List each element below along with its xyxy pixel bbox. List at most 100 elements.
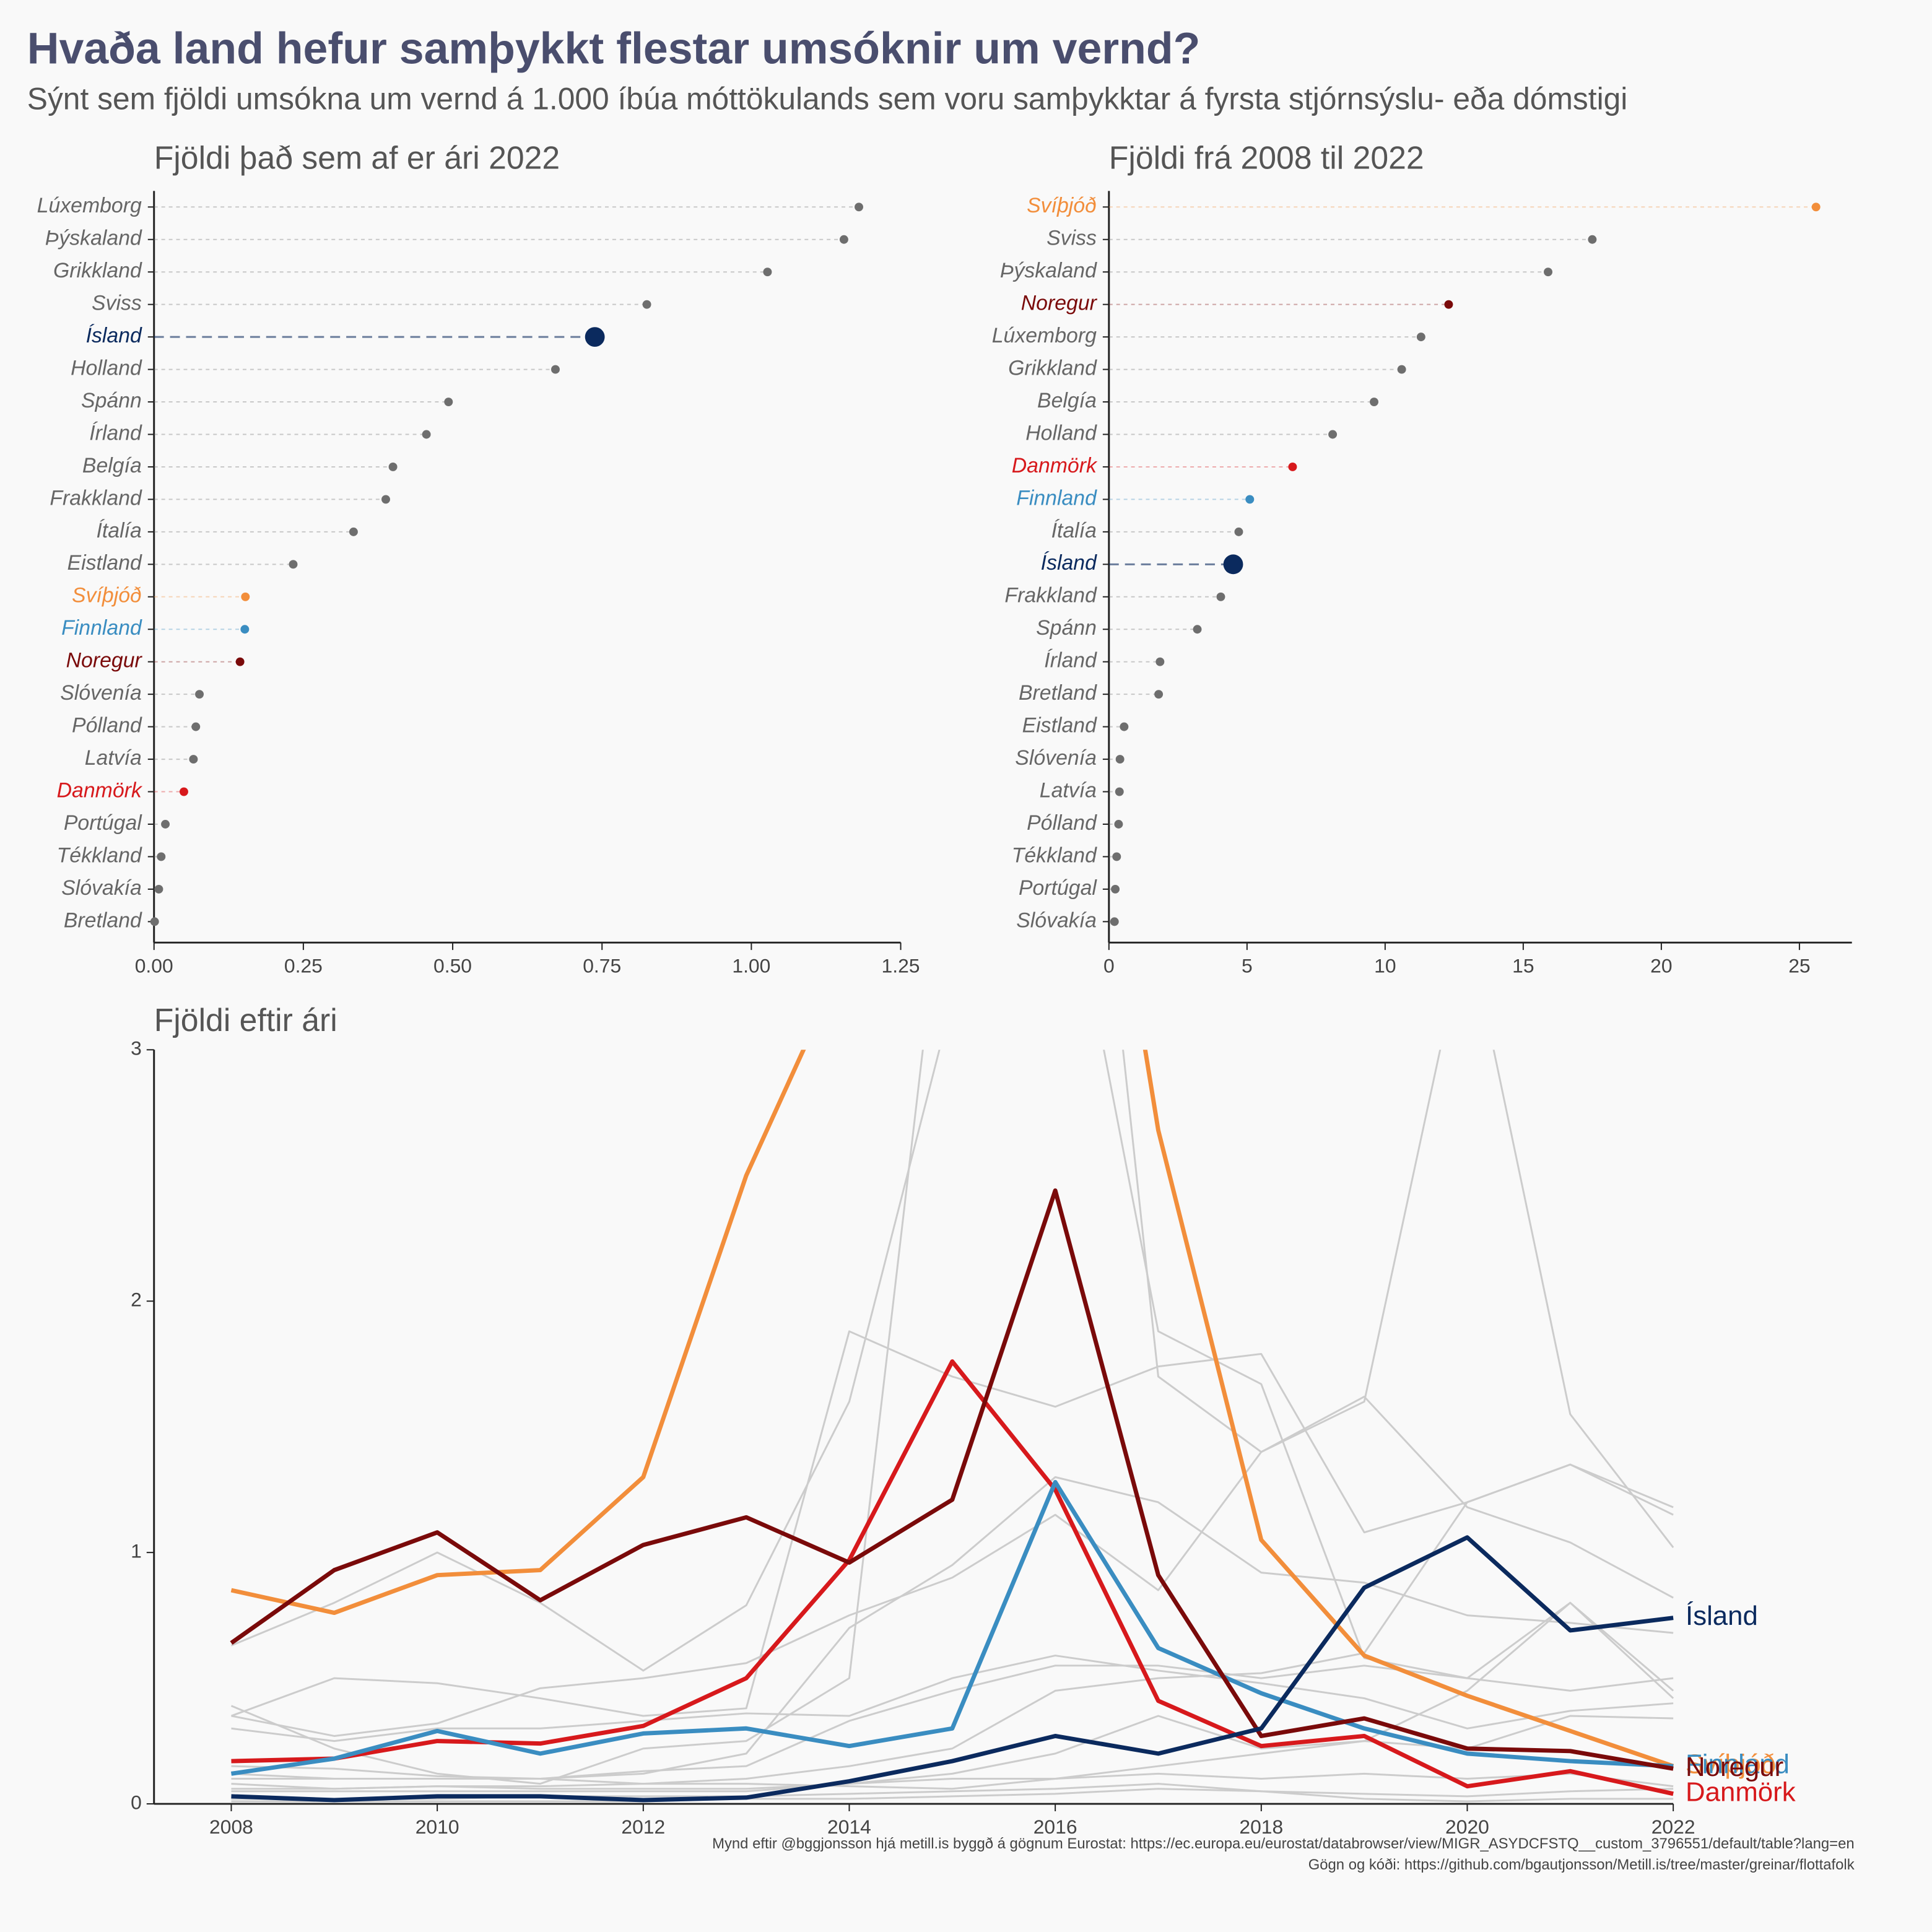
panel-title: Fjöldi það sem af er ári 2022: [154, 139, 560, 175]
dot: [1288, 462, 1297, 471]
series-label: Finnland: [1686, 1749, 1790, 1780]
background-line: [231, 1772, 1674, 1790]
dot: [444, 398, 453, 406]
background-line: [230, 1330, 1674, 1717]
y-tick-label: Þýskaland: [45, 227, 142, 250]
dot: [235, 657, 245, 666]
y-tick-label: 0: [131, 1791, 142, 1813]
background-line: [230, 1050, 1674, 1699]
y-tick-label: Finnland: [61, 616, 142, 640]
dot: [642, 300, 651, 309]
dot: [1444, 300, 1453, 309]
y-tick-label: 2: [131, 1289, 142, 1311]
dot: [1110, 917, 1119, 926]
dot: [1193, 625, 1202, 634]
y-tick-label: Holland: [71, 357, 142, 380]
dot: [161, 820, 170, 829]
y-tick-label: Latvía: [1040, 778, 1097, 802]
y-tick-label: Spánn: [1036, 616, 1097, 640]
y-tick-label: Lúxemborg: [37, 194, 142, 217]
dot: [1115, 787, 1124, 796]
dot: [241, 592, 250, 601]
y-tick-label: Ísland: [86, 324, 142, 347]
series-line: [231, 1359, 1674, 1796]
y-tick-label: Svíþjóð: [72, 584, 142, 607]
y-tick-label: Finnland: [1016, 486, 1097, 510]
dot: [1120, 722, 1129, 731]
y-tick-label: Grikkland: [1008, 357, 1097, 380]
x-tick-label: 0.25: [284, 954, 323, 977]
dot: [1223, 554, 1243, 575]
dot: [1588, 235, 1597, 244]
dot: [1115, 755, 1125, 764]
dot: [240, 625, 250, 634]
dot: [1370, 398, 1378, 406]
x-tick-label: 2014: [827, 1816, 871, 1838]
y-tick-label: Svíþjóð: [1027, 194, 1097, 217]
dot: [1114, 820, 1123, 829]
y-tick-label: Ítalía: [1051, 519, 1097, 542]
y-tick-label: Bretland: [64, 908, 142, 932]
x-tick-label: 0.75: [583, 954, 621, 977]
y-tick-label: Danmörk: [57, 778, 143, 802]
x-tick-label: 2022: [1651, 1816, 1695, 1838]
series-label: Svíþjóð: [1686, 1749, 1776, 1780]
y-tick-label: Tékkland: [57, 843, 142, 867]
y-tick-label: Portúgal: [64, 811, 142, 835]
y-tick-label: Spánn: [81, 389, 142, 412]
page-subtitle: Sýnt sem fjöldi umsókna um vernd á 1.000…: [27, 81, 1628, 116]
x-tick-label: 0.00: [135, 954, 173, 977]
caption: Mynd eftir @bggjonsson hjá metill.is byg…: [712, 1835, 1855, 1852]
dot: [839, 235, 848, 244]
y-tick-label: Latvía: [85, 746, 142, 770]
y-tick-label: Slóvenía: [1015, 746, 1097, 770]
series-label: Danmörk: [1686, 1777, 1796, 1807]
dot: [157, 852, 166, 861]
dot: [191, 722, 201, 731]
y-tick-label: Eistland: [1022, 714, 1097, 738]
y-tick-label: Pólland: [72, 714, 142, 738]
x-tick-label: 2016: [1033, 1816, 1077, 1838]
y-tick-label: Frakkland: [50, 486, 142, 510]
dot: [1216, 592, 1225, 601]
dot: [855, 202, 863, 212]
y-tick-label: 3: [131, 1037, 142, 1060]
caption: Gögn og kóði: https://github.com/bgautjo…: [1308, 1856, 1855, 1873]
y-tick-label: Pólland: [1027, 811, 1097, 835]
dot: [179, 787, 188, 796]
y-tick-label: Holland: [1025, 421, 1097, 445]
y-tick-label: Írland: [1044, 649, 1097, 672]
x-tick-label: 20: [1650, 954, 1672, 977]
dot: [422, 430, 431, 439]
y-tick-label: Frakkland: [1004, 584, 1097, 607]
dot: [1111, 884, 1120, 894]
y-tick-label: Noregur: [66, 649, 143, 672]
x-tick-label: 15: [1512, 954, 1534, 977]
plot-area: [230, 1050, 1674, 1803]
x-tick-label: 2008: [209, 1816, 253, 1838]
y-tick-label: 1: [131, 1540, 142, 1562]
dot: [150, 917, 159, 926]
dot: [1154, 690, 1164, 699]
dot: [763, 268, 772, 277]
dot: [585, 327, 605, 347]
dot: [1155, 657, 1165, 666]
dot: [388, 462, 398, 471]
dot: [1234, 527, 1243, 536]
x-tick-label: 1.25: [882, 954, 920, 977]
x-tick-label: 0: [1103, 954, 1115, 977]
y-tick-label: Þýskaland: [1000, 259, 1097, 282]
x-tick-label: 25: [1788, 954, 1810, 977]
y-tick-label: Belgía: [1037, 389, 1097, 412]
dot: [289, 560, 298, 569]
dot: [195, 690, 204, 699]
y-tick-label: Belgía: [82, 454, 142, 477]
dot: [1397, 365, 1406, 374]
y-tick-label: Portúgal: [1019, 876, 1097, 900]
y-tick-label: Noregur: [1021, 292, 1098, 315]
dot: [154, 884, 163, 894]
background-line: [231, 1664, 1674, 1780]
dot: [551, 365, 560, 374]
y-tick-label: Slóvakía: [1016, 908, 1097, 932]
